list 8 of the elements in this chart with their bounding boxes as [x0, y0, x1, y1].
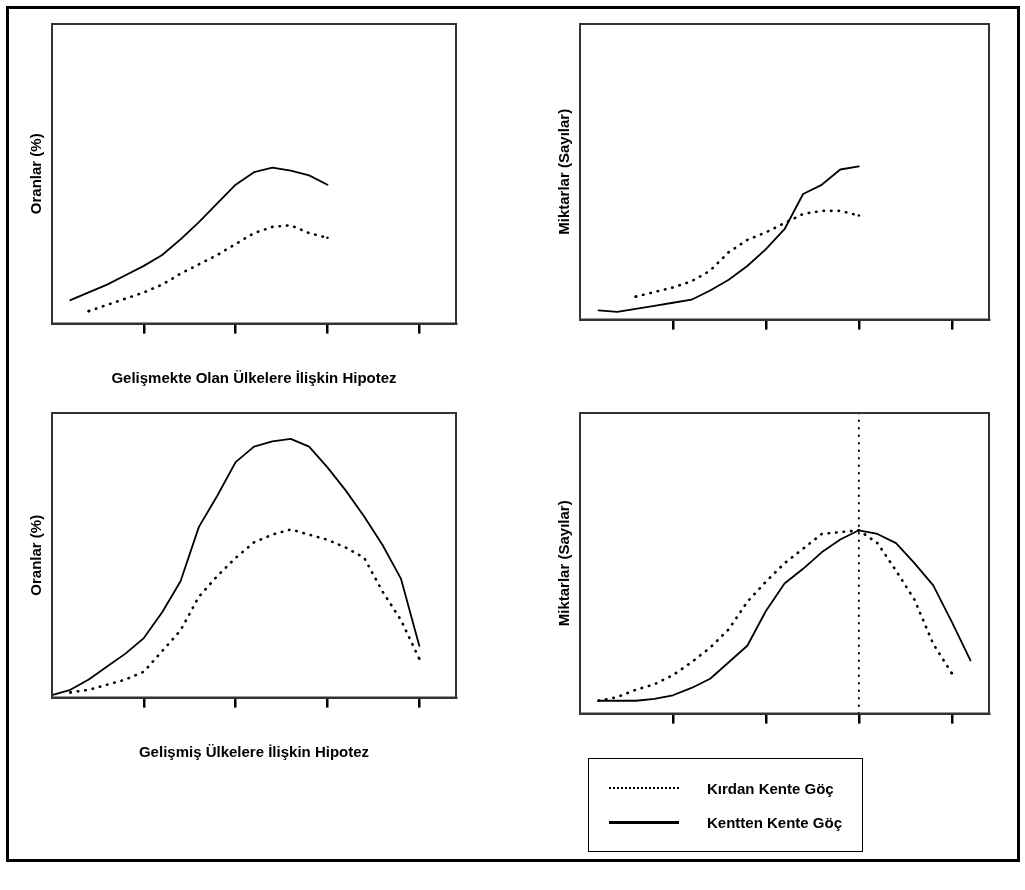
y-axis-title: Oranlar (%)	[27, 514, 45, 596]
x-axis-title: Gelişmekte Olan Ülkelere İlişkin Hipotez	[111, 369, 397, 387]
y-axis-title: Oranlar (%)	[27, 133, 45, 215]
x-axis-title: Gelişmiş Ülkelere İlişkin Hipotez	[138, 743, 370, 761]
y-axis-title: Miktarlar (Sayılar)	[555, 108, 573, 235]
legend-label: Kırdan Kente Göç	[707, 779, 834, 797]
y-axis-title: Miktarlar (Sayılar)	[555, 500, 573, 627]
legend-label: Kentten Kente Göç	[707, 813, 843, 831]
